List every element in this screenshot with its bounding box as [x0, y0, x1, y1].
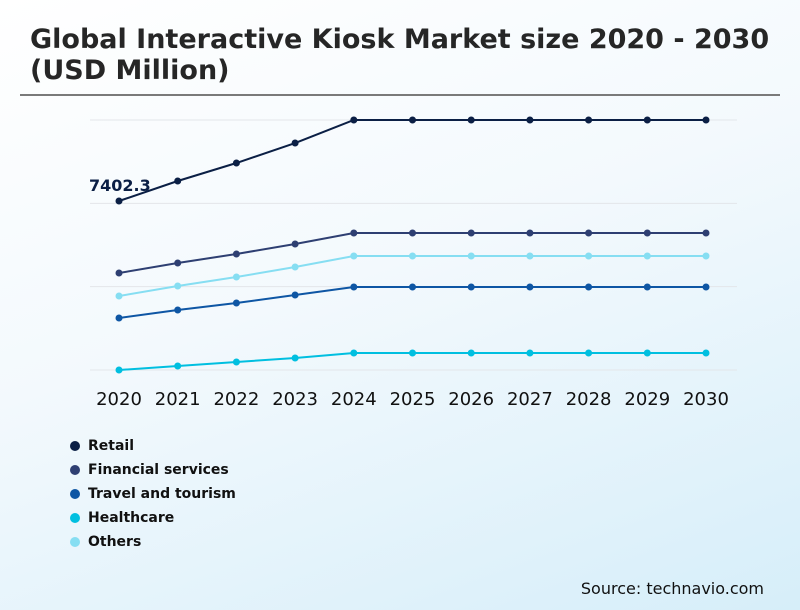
- data-point: [643, 116, 651, 124]
- x-tick-label: 2024: [331, 389, 377, 410]
- data-point: [526, 252, 534, 260]
- x-tick-label: 2028: [566, 389, 612, 410]
- data-point: [702, 229, 710, 237]
- legend-label: Others: [88, 534, 142, 550]
- x-tick-label: 2029: [624, 389, 670, 410]
- data-point: [232, 250, 240, 258]
- x-tick-label: 2027: [507, 389, 553, 410]
- data-point: [526, 229, 534, 237]
- legend-marker-icon: [70, 441, 80, 451]
- data-point: [585, 229, 593, 237]
- data-point: [467, 229, 475, 237]
- data-point: [174, 259, 182, 267]
- legend-item: Travel and tourism: [70, 482, 236, 506]
- data-point: [115, 269, 123, 277]
- data-point: [467, 252, 475, 260]
- data-point: [702, 252, 710, 260]
- data-point: [291, 240, 299, 248]
- data-point: [174, 306, 182, 314]
- x-tick-label: 2026: [448, 389, 494, 410]
- data-point: [702, 349, 710, 357]
- series-line-travel-and-tourism: [118, 286, 706, 319]
- x-tick-label: 2021: [155, 389, 201, 410]
- x-tick-label: 2020: [96, 389, 142, 410]
- data-point: [585, 116, 593, 124]
- data-point: [526, 116, 534, 124]
- data-point: [409, 252, 416, 260]
- x-tick-label: 2030: [683, 389, 729, 410]
- legend-label: Healthcare: [88, 510, 175, 526]
- title-divider: [20, 94, 780, 96]
- data-point: [409, 116, 416, 124]
- data-point: [702, 283, 710, 291]
- data-point: [350, 116, 358, 124]
- data-point: [350, 252, 358, 260]
- data-point: [174, 177, 182, 185]
- data-point: [467, 283, 475, 291]
- data-point: [232, 273, 240, 281]
- data-point: [232, 358, 240, 366]
- legend-label: Retail: [88, 438, 135, 454]
- data-point: [174, 362, 182, 370]
- x-tick-label: 2023: [272, 389, 318, 410]
- data-point: [643, 229, 651, 237]
- data-point: [350, 229, 358, 237]
- data-point: [115, 292, 123, 300]
- legend-item: Healthcare: [70, 506, 236, 530]
- data-point: [350, 349, 358, 357]
- data-point: [409, 283, 416, 291]
- data-point: [115, 366, 123, 374]
- legend-marker-icon: [70, 465, 80, 475]
- data-point: [467, 116, 475, 124]
- data-point: [643, 349, 651, 357]
- legend-label: Travel and tourism: [88, 486, 236, 502]
- legend-item: Others: [70, 530, 236, 554]
- data-point: [643, 283, 651, 291]
- data-point: [291, 354, 299, 362]
- data-point: [467, 349, 475, 357]
- legend-item: Financial services: [70, 458, 236, 482]
- legend-marker-icon: [70, 513, 80, 523]
- data-point: [174, 282, 182, 290]
- data-point: [409, 349, 416, 357]
- series-line-retail: [118, 119, 706, 202]
- data-point: [291, 139, 299, 147]
- data-point: [409, 229, 416, 237]
- source-text: Source: technavio.com: [580, 579, 764, 598]
- data-point: [526, 283, 534, 291]
- data-label: 7402.3: [89, 176, 151, 195]
- data-point: [115, 314, 123, 322]
- data-point: [350, 283, 358, 291]
- data-point: [291, 263, 299, 271]
- data-point: [585, 283, 593, 291]
- data-point: [115, 197, 123, 205]
- x-tick-label: 2022: [213, 389, 259, 410]
- data-point: [232, 299, 240, 307]
- data-point: [526, 349, 534, 357]
- data-point: [291, 291, 299, 299]
- legend-marker-icon: [70, 489, 80, 499]
- legend: Retail Financial services Travel and touri…: [70, 434, 236, 554]
- data-point: [643, 252, 651, 260]
- legend-marker-icon: [70, 537, 80, 547]
- data-point: [585, 349, 593, 357]
- data-point: [232, 159, 240, 167]
- chart-title: Global Interactive Kiosk Market size 202…: [30, 24, 770, 86]
- data-point: [702, 116, 710, 124]
- data-point: [585, 252, 593, 260]
- legend-label: Financial services: [88, 462, 229, 478]
- x-tick-label: 2025: [390, 389, 436, 410]
- legend-item: Retail: [70, 434, 236, 458]
